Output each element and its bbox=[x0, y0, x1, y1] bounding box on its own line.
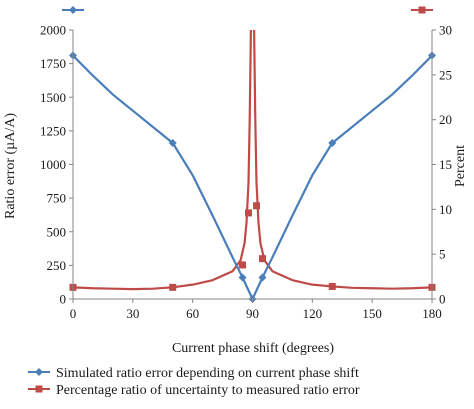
legend-uncertainty-percent-marker bbox=[35, 385, 43, 393]
plot-area bbox=[69, 29, 436, 303]
series-uncertainty-percent-point bbox=[258, 255, 266, 263]
y-axis-left-title: Ratio error (µA/A) bbox=[3, 113, 18, 219]
legend-uncertainty-percent-label: Percentage ratio of uncertainty to measu… bbox=[56, 383, 360, 398]
series-uncertainty-percent-line bbox=[72, 29, 433, 291]
series-uncertainty-percent-point bbox=[328, 282, 336, 290]
y-left-tick-label: 500 bbox=[47, 224, 67, 239]
x-tick-label: 90 bbox=[246, 306, 259, 321]
series-uncertainty-percent-point bbox=[169, 283, 177, 291]
x-tick-label: 120 bbox=[303, 306, 323, 321]
y-right-tick-label: 25 bbox=[439, 67, 452, 82]
y-left-tick-label: 1000 bbox=[40, 157, 66, 172]
series-ratio-error-point bbox=[258, 273, 267, 282]
y-left-tick-label: 0 bbox=[60, 292, 67, 307]
y-axis-right-title: Percent bbox=[453, 145, 468, 187]
x-tick-label: 150 bbox=[362, 306, 382, 321]
series-ratio-error-point bbox=[168, 138, 177, 147]
series-uncertainty-percent-point bbox=[239, 261, 247, 269]
series-ratio-error-point bbox=[328, 138, 337, 147]
legend-ratio-error-label: Simulated ratio error depending on curre… bbox=[56, 366, 359, 381]
y-right-tick-label: 5 bbox=[439, 247, 446, 262]
y-right-tick-label: 0 bbox=[439, 292, 446, 307]
y-right-tick-label: 20 bbox=[439, 112, 452, 127]
y-left-tick-label: 2000 bbox=[40, 23, 66, 38]
legend-ratio-error-marker bbox=[35, 368, 43, 376]
series-ratio-error-point bbox=[238, 273, 247, 282]
axes: 0 30 60 90 120 150 180025050075010001250150017… bbox=[40, 23, 452, 322]
x-tick-label: 30 bbox=[126, 306, 139, 321]
top-key-uncertainty-marker bbox=[418, 6, 426, 14]
y-right-tick-label: 15 bbox=[439, 157, 452, 172]
legend: Simulated ratio error depending on curre… bbox=[28, 6, 433, 398]
x-tick-label: 0 bbox=[70, 306, 77, 321]
y-left-tick-label: 1750 bbox=[40, 56, 66, 71]
x-tick-label: 180 bbox=[422, 306, 442, 321]
y-left-tick-label: 1500 bbox=[40, 90, 66, 105]
x-axis-title: Current phase shift (degrees) bbox=[172, 341, 334, 356]
series-uncertainty-percent-point bbox=[245, 209, 253, 217]
series-uncertainty-percent-point bbox=[252, 202, 260, 210]
top-key-ratio-error-marker bbox=[69, 6, 77, 14]
y-right-tick-label: 10 bbox=[439, 202, 452, 217]
y-left-tick-label: 750 bbox=[47, 191, 67, 206]
series-ratio-error-line bbox=[72, 54, 433, 301]
y-left-tick-label: 1250 bbox=[40, 123, 66, 138]
x-tick-label: 60 bbox=[186, 306, 199, 321]
y-left-tick-label: 250 bbox=[47, 258, 67, 273]
y-right-tick-label: 30 bbox=[439, 23, 452, 38]
